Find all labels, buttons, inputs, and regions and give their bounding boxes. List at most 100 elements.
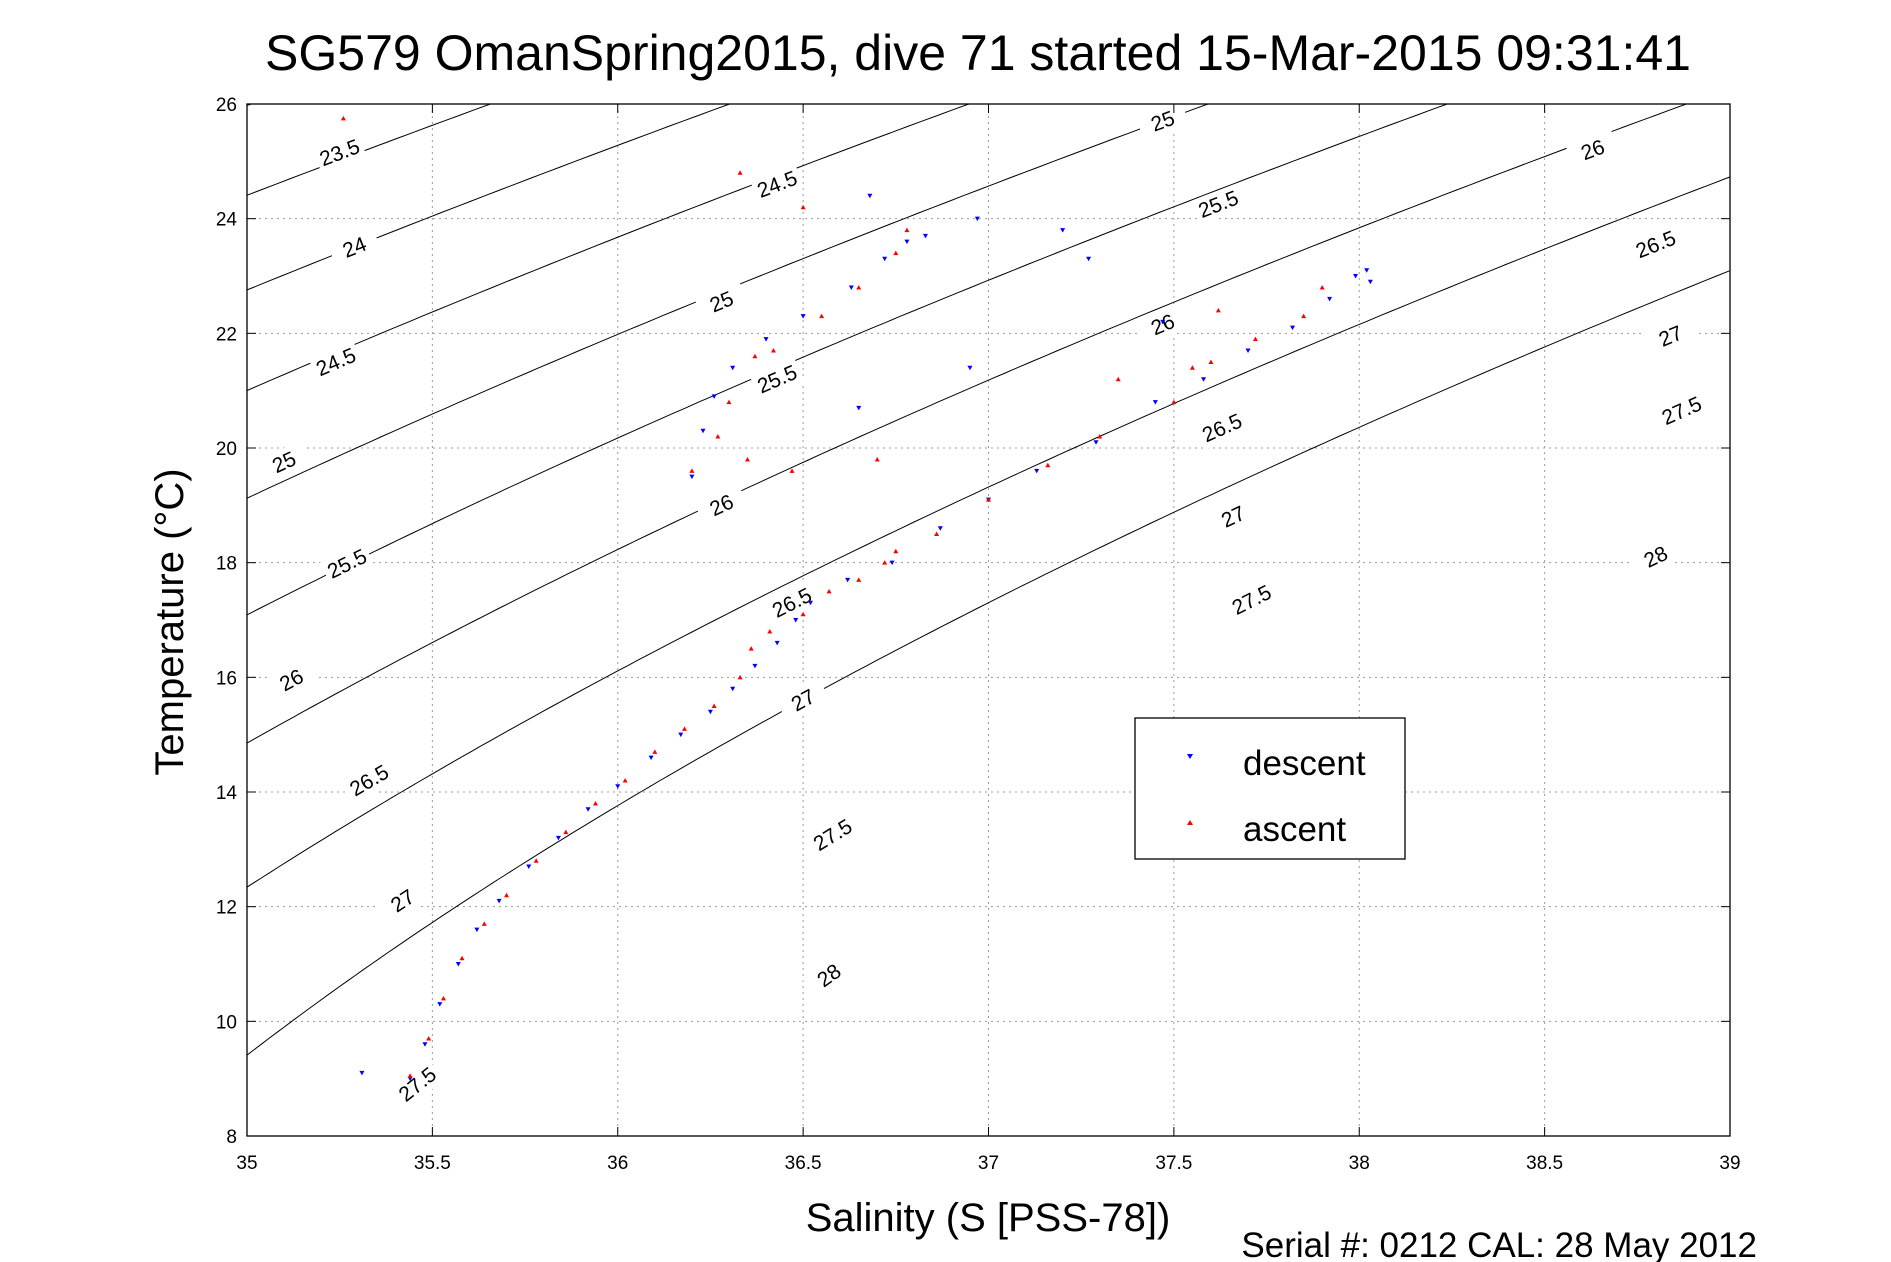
y-tick-label: 8	[226, 1127, 237, 1148]
descent-point	[585, 807, 591, 812]
ascent-point	[1045, 462, 1051, 468]
sigma-contour-line	[247, 104, 971, 392]
sigma-contour-line	[247, 104, 1449, 616]
descent-point	[904, 239, 910, 245]
series-ascent	[340, 115, 1325, 1078]
x-tick-label: 35	[236, 1153, 257, 1174]
ascent-point	[459, 955, 465, 961]
descent-point	[937, 526, 943, 531]
ascent-point	[800, 204, 806, 210]
sigma-contour-line	[247, 176, 1730, 888]
ascent-point	[1097, 434, 1103, 439]
ascent-point	[1171, 399, 1177, 405]
ascent-point	[1319, 284, 1325, 290]
descent-point	[437, 1002, 443, 1007]
descent-point	[974, 216, 980, 222]
legend-descent-label: descent	[1243, 744, 1366, 783]
descent-point	[774, 640, 780, 646]
ascent-point	[563, 829, 569, 835]
descent-point	[752, 663, 758, 669]
descent-point	[711, 394, 717, 399]
ascent-point	[1189, 365, 1195, 370]
ascent-point	[1208, 359, 1214, 364]
ascent-point	[652, 749, 658, 754]
descent-point	[615, 784, 621, 789]
y-tick-label: 14	[216, 783, 238, 804]
ascent-point	[426, 1036, 432, 1041]
ascent-point	[882, 560, 888, 565]
contour-lines	[247, 104, 1730, 1056]
descent-point	[526, 864, 532, 870]
descent-point	[848, 285, 854, 290]
ascent-point	[856, 284, 862, 290]
descent-point	[730, 686, 736, 692]
ascent-point	[715, 434, 721, 439]
ascent-point	[767, 628, 773, 634]
ascent-point	[904, 227, 910, 233]
descent-point	[678, 732, 684, 738]
y-tick-label: 24	[216, 210, 238, 231]
y-tick-label: 26	[216, 95, 237, 116]
ascent-point	[726, 399, 732, 405]
y-tick-label: 16	[216, 668, 237, 689]
grid	[247, 104, 1730, 1136]
descent-point	[882, 256, 888, 262]
descent-point	[889, 560, 895, 566]
descent-point	[648, 755, 654, 761]
ascent-point	[1301, 313, 1307, 319]
descent-point	[867, 193, 873, 199]
descent-point	[700, 428, 706, 434]
x-tick-label: 37.5	[1155, 1153, 1192, 1174]
contour-label: 26	[1565, 129, 1620, 171]
descent-point	[808, 600, 814, 606]
ascent-point	[622, 778, 628, 783]
descent-point	[1152, 400, 1158, 405]
descent-point	[474, 927, 480, 933]
descent-point	[800, 314, 806, 319]
ascent-point	[681, 726, 687, 731]
contour-label: 24	[327, 226, 382, 269]
descent-point	[763, 337, 769, 342]
serial-calibration-note: Serial #: 0212 CAL: 28 May 2012	[1241, 1226, 1757, 1262]
contour-label: 26.5	[342, 757, 397, 804]
ascent-point	[481, 921, 487, 926]
contour-label: 27.5	[1224, 577, 1279, 623]
ascent-point	[934, 531, 940, 536]
descent-point	[1327, 296, 1333, 302]
descent-point	[1060, 228, 1066, 233]
ascent-point	[745, 456, 751, 462]
descent-point	[1093, 440, 1099, 445]
ascent-point	[748, 646, 754, 651]
ascent-point	[826, 588, 832, 594]
descent-point	[422, 1042, 428, 1047]
ascent-point	[737, 674, 743, 680]
ascent-point	[770, 348, 776, 353]
sigma-contour-line	[247, 104, 732, 291]
ascent-point	[1252, 336, 1258, 342]
sigma-contour-line	[247, 104, 1688, 744]
descent-point	[1353, 274, 1359, 279]
ascent-point	[789, 468, 795, 473]
y-tick-label: 18	[216, 554, 237, 575]
descent-point	[967, 365, 973, 371]
descent-point	[922, 233, 928, 239]
descent-point	[730, 365, 736, 371]
ascent-point	[440, 995, 446, 1001]
descent-point	[1160, 319, 1166, 325]
legend: descent ascent	[1134, 717, 1406, 860]
ascent-point	[819, 313, 825, 319]
descent-point	[845, 577, 851, 583]
y-tick-label: 22	[216, 324, 237, 345]
ascent-point	[800, 611, 806, 617]
contour-label: 26	[1135, 303, 1190, 346]
contour-label: 27	[1643, 314, 1698, 358]
contour-label: 26	[694, 483, 749, 528]
ascent-point	[593, 800, 599, 806]
contour-label: 25	[1135, 100, 1190, 142]
ascent-point	[689, 468, 695, 473]
descent-point	[1201, 377, 1207, 382]
x-tick-label: 36.5	[785, 1153, 822, 1174]
contour-label: 24.5	[308, 340, 364, 384]
ascent-point	[407, 1073, 413, 1078]
